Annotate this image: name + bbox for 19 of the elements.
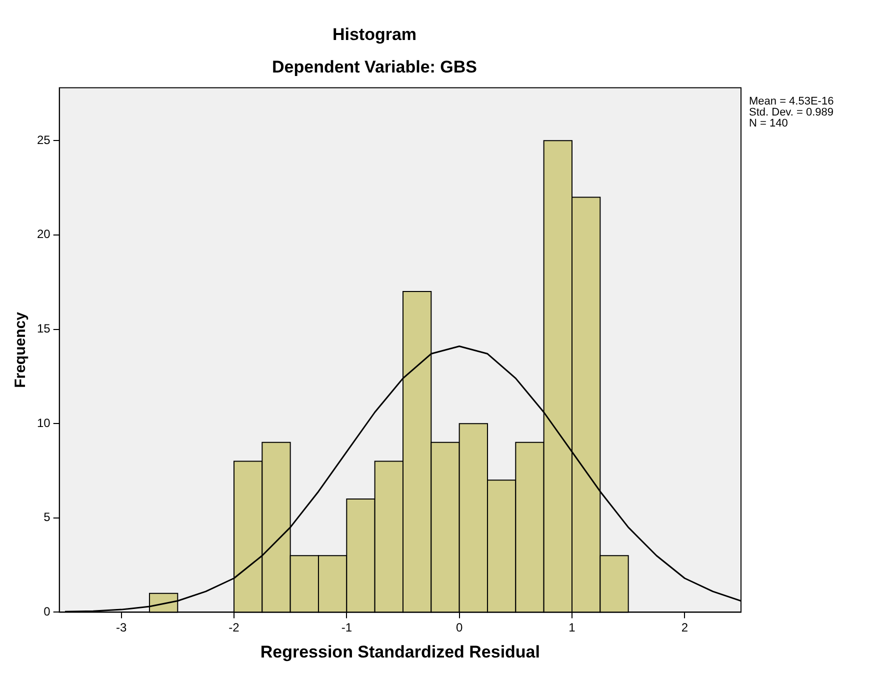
y-tick-label: 0: [44, 604, 51, 619]
x-axis-title: Regression Standardized Residual: [260, 642, 540, 662]
x-tick-label: -3: [116, 620, 127, 635]
chart-title: Histogram: [332, 24, 417, 44]
y-axis-title: Frequency: [12, 311, 30, 388]
y-tick-label: 15: [36, 322, 51, 336]
y-tick-label: 10: [36, 416, 51, 430]
y-tick-label: 5: [44, 510, 51, 524]
x-tick-label: -1: [341, 620, 352, 635]
text: Std. Dev. = 0.989: [749, 106, 834, 118]
y-tick-label: 20: [36, 227, 51, 242]
chart-subtitle: Dependent Variable: GBS: [272, 57, 477, 76]
x-tick-label: -2: [228, 620, 240, 635]
y-tick-label: 25: [36, 132, 51, 147]
text: N = 140: [749, 117, 788, 130]
x-tick-label: 1: [568, 620, 576, 635]
x-tick-label: 0: [456, 620, 463, 635]
text: Mean = 4.53E-16: [749, 95, 834, 108]
x-tick-label: 2: [681, 620, 688, 635]
